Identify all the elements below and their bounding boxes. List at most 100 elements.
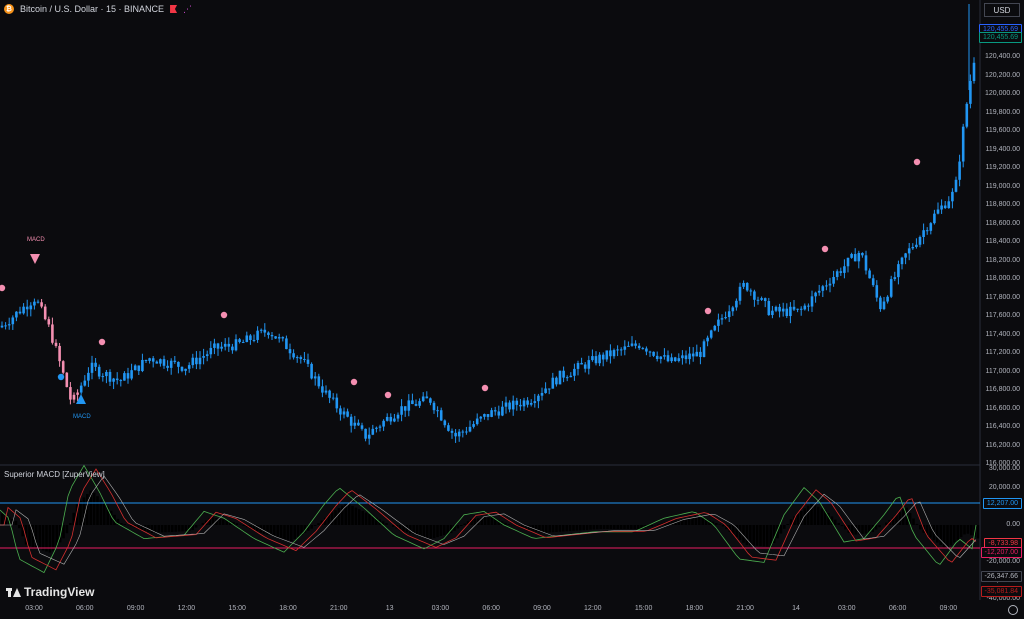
histogram-bar — [847, 525, 851, 533]
price-tick: 117,400.00 — [985, 330, 1020, 338]
histogram-bar — [375, 517, 378, 525]
candle — [537, 395, 540, 402]
histogram-bar — [762, 525, 766, 547]
candle — [313, 376, 317, 379]
histogram-bar — [154, 525, 157, 533]
candle — [184, 368, 187, 371]
candle — [288, 349, 292, 354]
histogram-bar — [789, 519, 793, 525]
pane-separator — [0, 0, 981, 600]
flag-icon[interactable] — [170, 5, 178, 13]
candle — [252, 339, 256, 341]
time-tick: 13 — [385, 605, 394, 612]
histogram-bar — [966, 525, 970, 534]
macd-levels — [0, 502, 980, 549]
histogram-bar — [592, 525, 596, 530]
signal-dot — [98, 338, 106, 346]
histogram-bar — [691, 518, 694, 525]
candle — [871, 278, 875, 286]
macd-lines — [0, 464, 977, 574]
indicator-title[interactable]: Superior MACD [ZuperView] — [4, 470, 105, 479]
candle — [234, 339, 238, 351]
histogram-bar — [24, 525, 28, 545]
tradingview-icon — [6, 587, 21, 597]
candle — [328, 390, 331, 398]
candle — [483, 414, 486, 417]
price-tick: 119,600.00 — [985, 127, 1020, 135]
histogram-bar — [38, 525, 41, 550]
histogram-bar — [874, 525, 878, 530]
histogram-bar — [344, 503, 347, 525]
histogram-bar — [779, 525, 783, 534]
histogram-bar — [463, 523, 466, 525]
histogram-bar — [296, 525, 300, 537]
histogram-bar — [745, 525, 749, 546]
histogram-bar — [942, 525, 946, 548]
candle — [709, 330, 713, 338]
histogram-bar — [381, 521, 385, 525]
histogram-bar — [232, 521, 235, 525]
candle — [868, 270, 871, 279]
histogram-bar — [817, 506, 820, 525]
candle — [623, 346, 627, 350]
symbol-title[interactable]: Bitcoin / U.S. Dollar · 15 · BINANCE — [20, 4, 165, 14]
candle — [637, 345, 641, 349]
candle — [187, 365, 191, 369]
histogram-bar — [715, 523, 718, 525]
candle — [778, 306, 781, 312]
candle — [486, 414, 490, 417]
settings-icon[interactable] — [1008, 605, 1018, 615]
time-tick: 21:00 — [736, 605, 754, 612]
candle — [454, 432, 457, 437]
candle — [677, 358, 681, 361]
candle — [324, 390, 328, 393]
histogram-bar — [41, 525, 45, 551]
histogram-bar — [45, 525, 48, 552]
candle — [915, 244, 918, 247]
histogram-bar — [701, 517, 704, 525]
histogram-bar — [704, 518, 708, 525]
histogram-bar — [891, 517, 895, 525]
candle — [522, 400, 526, 407]
histogram-bar — [555, 525, 558, 532]
candle — [79, 385, 83, 393]
histogram-bar — [500, 521, 504, 525]
candle — [112, 378, 115, 382]
histogram-bar — [201, 522, 205, 525]
histogram-bar — [776, 525, 779, 539]
time-tick: 18:00 — [685, 605, 704, 612]
histogram-bar — [58, 525, 62, 543]
candle — [569, 375, 573, 378]
histogram-bar — [708, 520, 711, 525]
histogram-bar — [347, 504, 351, 525]
histogram-bar — [657, 524, 660, 525]
macd-tick: -40,000.00 — [986, 595, 1020, 603]
histogram-bar — [106, 506, 109, 525]
currency-button[interactable]: USD — [984, 3, 1020, 17]
histogram-bar — [483, 517, 487, 525]
histogram-bar — [813, 504, 817, 525]
candle — [393, 418, 396, 422]
tradingview-logo[interactable]: TradingView — [6, 585, 94, 599]
candle — [443, 420, 447, 426]
buy-triangle — [76, 394, 86, 404]
candle — [33, 301, 36, 306]
histogram-bar — [755, 525, 759, 546]
histogram-bar — [487, 517, 490, 525]
histogram-bar — [208, 518, 211, 525]
candle — [97, 366, 101, 377]
candle — [15, 311, 18, 318]
signal-dot — [913, 158, 921, 166]
macd-tick: 20,000.00 — [988, 483, 1020, 491]
candle — [969, 81, 972, 104]
candle — [850, 254, 853, 258]
share-icon[interactable]: ⋰ — [183, 3, 193, 14]
candle — [335, 397, 339, 409]
histogram-bar — [545, 525, 548, 533]
histogram-bar — [409, 525, 412, 534]
histogram-bar — [936, 525, 939, 543]
candle — [547, 388, 551, 390]
histogram-bar — [211, 517, 215, 525]
candle — [292, 353, 295, 358]
